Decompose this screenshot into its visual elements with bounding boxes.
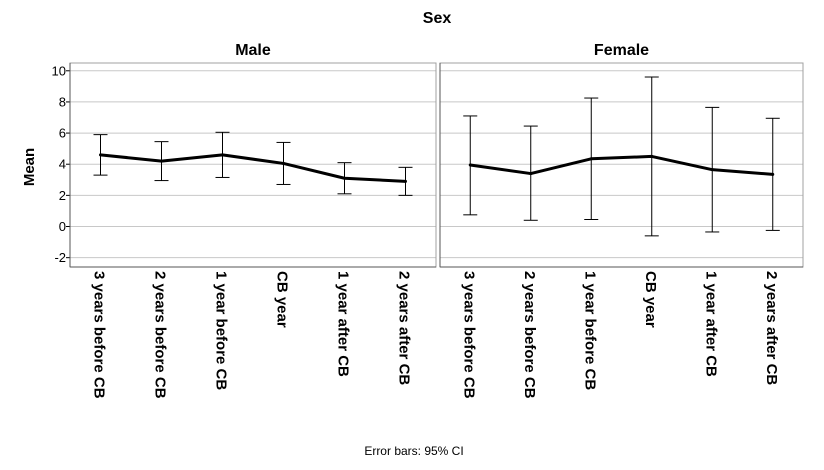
series-line-mean	[100, 153, 406, 183]
panel-title: Female	[594, 42, 649, 59]
x-tick-label: CB year	[642, 271, 659, 328]
x-tick-label: 3 years before CB	[460, 271, 477, 399]
x-tick-label: 1 year after CB	[702, 271, 719, 377]
data-point	[99, 153, 102, 157]
data-point	[221, 153, 224, 157]
y-tick-label: 4	[59, 157, 66, 172]
y-tick-label: 8	[59, 94, 66, 109]
x-tick-label: 2 years after CB	[763, 271, 780, 385]
data-point	[529, 172, 533, 176]
data-point	[771, 172, 775, 176]
data-point	[404, 179, 407, 183]
chart-title: Sex	[423, 10, 452, 27]
y-tick-label: -2	[54, 250, 66, 265]
x-tick-label: 2 years before CB	[521, 271, 538, 399]
x-tick-label: 1 year before CB	[581, 271, 598, 390]
panel-frame	[69, 62, 437, 268]
data-point	[710, 168, 714, 172]
y-tick-label: 2	[59, 188, 66, 203]
panel-male: Male 3 years before CB 2 years before CB 1 …	[69, 42, 437, 399]
y-axis-label: Mean	[21, 148, 38, 186]
x-tick-label: 2 years after CB	[396, 271, 413, 385]
data-point	[282, 161, 285, 165]
plot-area: -2 0 2 4 6 8 10 Male 3 years before CB 2 years be…	[52, 42, 804, 399]
data-point	[468, 163, 472, 167]
x-tick-label: 3 years before CB	[91, 271, 108, 399]
x-tick-label: 1 year after CB	[335, 271, 352, 377]
panel-female: Female 3 years before CB 2 years before CB…	[439, 42, 804, 399]
y-tick-label: 10	[52, 63, 66, 78]
data-point	[160, 159, 163, 163]
data-point	[589, 157, 593, 161]
footnote: Error bars: 95% CI	[364, 444, 463, 458]
x-tick-label: CB year	[274, 271, 291, 328]
x-tick-label: 2 years before CB	[152, 271, 169, 399]
data-point	[650, 154, 654, 158]
data-point	[343, 176, 346, 180]
panel-frame	[439, 62, 804, 268]
x-tick-label: 1 year before CB	[213, 271, 230, 390]
panel-title: Male	[235, 42, 271, 59]
y-tick-label: 6	[59, 126, 66, 141]
y-tick-label: 0	[59, 219, 66, 234]
series-line-mean	[470, 154, 773, 176]
